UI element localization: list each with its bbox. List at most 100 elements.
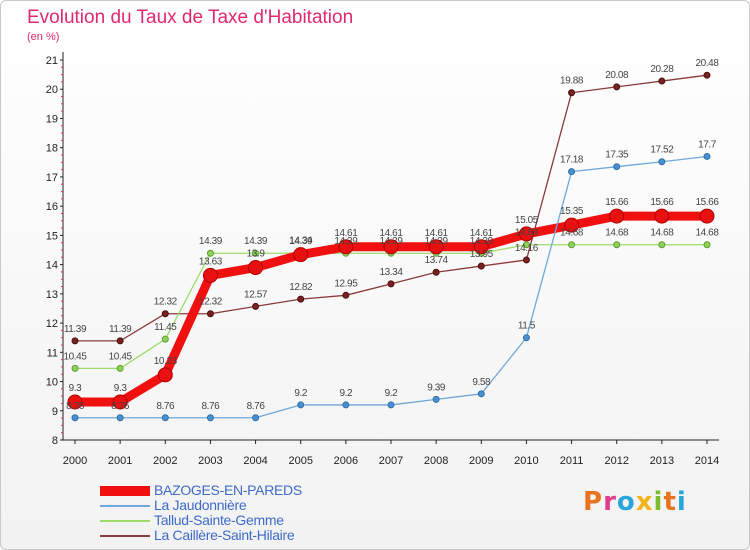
data-label: 8.76: [111, 401, 130, 412]
series-point-0: [518, 226, 534, 242]
x-tick-label: 2003: [198, 455, 222, 467]
data-label: 14.61: [425, 228, 449, 239]
data-label: 11.39: [64, 324, 87, 335]
chart-legend: BAZOGES-EN-PAREDS La Jaudonnière Tallud-Sa…: [100, 482, 400, 544]
data-label: 10.23: [154, 356, 178, 367]
series-point-1: [522, 334, 530, 342]
data-label: 8.76: [156, 401, 175, 412]
series-point-1: [432, 395, 440, 403]
y-tick-label: 14: [46, 260, 58, 272]
y-tick-label: 13: [46, 289, 58, 301]
data-label: 14.16: [515, 243, 539, 254]
series-point-1: [703, 152, 711, 160]
data-label: 17.52: [650, 145, 674, 156]
data-label: 8.76: [66, 401, 85, 412]
y-tick-label: 11: [47, 347, 58, 359]
legend-item: Tallud-Sainte-Gemme: [100, 512, 400, 529]
x-tick-label: 2013: [650, 455, 674, 467]
series-point-2: [703, 241, 711, 249]
legend-label: Tallud-Sainte-Gemme: [154, 512, 284, 528]
legend-item: BAZOGES-EN-PAREDS: [100, 482, 400, 499]
data-label: 14.68: [560, 228, 584, 239]
data-label: 8.76: [201, 401, 220, 412]
data-label: 13.63: [199, 256, 223, 267]
data-label: 11.45: [154, 322, 177, 333]
x-tick-label: 2002: [153, 455, 177, 467]
data-label: 9.2: [340, 388, 354, 399]
data-label: 14.34: [289, 236, 313, 247]
series-point-0: [293, 247, 309, 263]
series-point-0: [383, 239, 399, 255]
data-label: 8.76: [247, 401, 266, 412]
data-label: 20.48: [695, 58, 719, 69]
series-point-1: [387, 401, 395, 409]
data-label: 20.08: [605, 70, 629, 81]
x-tick-label: 2014: [695, 455, 719, 467]
x-tick-label: 2007: [379, 455, 403, 467]
data-label: 11.39: [109, 324, 132, 335]
data-label: 9.2: [294, 388, 308, 399]
y-tick-label: 21: [46, 55, 58, 67]
data-label: 12.57: [244, 289, 268, 300]
data-label: 14.39: [379, 236, 403, 247]
chart-title: Evolution du Taux de Taxe d'Habitation: [27, 7, 354, 28]
logo-letter: P: [583, 487, 604, 517]
data-label: 15.35: [560, 206, 584, 217]
series-point-0: [202, 267, 218, 283]
y-tick-label: 9: [52, 406, 58, 418]
logo-letter: o: [616, 487, 636, 517]
data-label: 14.39: [199, 236, 223, 247]
legend-item: La Caillère-Saint-Hilaire: [100, 527, 400, 544]
data-label: 14.68: [605, 228, 629, 239]
data-label: 10.45: [109, 351, 133, 362]
data-label: 15.66: [695, 197, 719, 208]
logo-letter: x: [635, 487, 654, 517]
series-point-1: [71, 414, 79, 422]
x-tick-label: 2009: [469, 455, 493, 467]
legend-label: BAZOGES-EN-PAREDS: [154, 482, 302, 498]
series-point-1: [568, 168, 576, 176]
x-tick-label: 2000: [63, 455, 87, 467]
series-point-2: [252, 249, 260, 257]
series-point-3: [206, 310, 214, 318]
series-point-3: [658, 77, 666, 85]
series-point-2: [613, 241, 621, 249]
data-label: 19.88: [560, 76, 584, 87]
series-point-3: [703, 71, 711, 79]
y-tick-label: 18: [46, 143, 58, 155]
data-label: 14.39: [289, 236, 313, 247]
series-point-0: [699, 208, 715, 224]
data-label: 17.18: [560, 155, 584, 166]
series-point-0: [564, 217, 580, 233]
data-label: 13.9: [247, 249, 266, 260]
series-point-0: [338, 239, 354, 255]
series-point-2: [522, 241, 530, 249]
legend-swatch: [100, 486, 150, 496]
series-point-0: [428, 239, 444, 255]
data-label: 17.7: [698, 139, 717, 150]
series-point-1: [252, 414, 260, 422]
y-tick-label: 8: [52, 435, 58, 447]
data-label: 11.5: [518, 321, 536, 332]
x-tick-label: 2010: [514, 455, 538, 467]
y-tick-label: 12: [46, 318, 58, 330]
series-point-1: [297, 401, 305, 409]
series-point-1: [477, 390, 485, 398]
data-label: 14.39: [425, 236, 449, 247]
data-label: 14.39: [470, 236, 494, 247]
series-point-2: [161, 335, 169, 343]
series-point-2: [206, 249, 214, 257]
legend-label: La Jaudonnière: [154, 497, 247, 513]
series-point-3: [161, 310, 169, 318]
series-point-3: [71, 337, 79, 345]
series-point-1: [613, 163, 621, 171]
logo-letter: i: [653, 487, 664, 517]
data-label: 14.68: [650, 228, 674, 239]
data-label: 14.61: [379, 228, 403, 239]
data-label: 13.34: [379, 267, 403, 278]
data-label: 9.3: [114, 383, 128, 394]
series-point-0: [248, 260, 264, 276]
y-tick-label: 19: [46, 113, 58, 125]
